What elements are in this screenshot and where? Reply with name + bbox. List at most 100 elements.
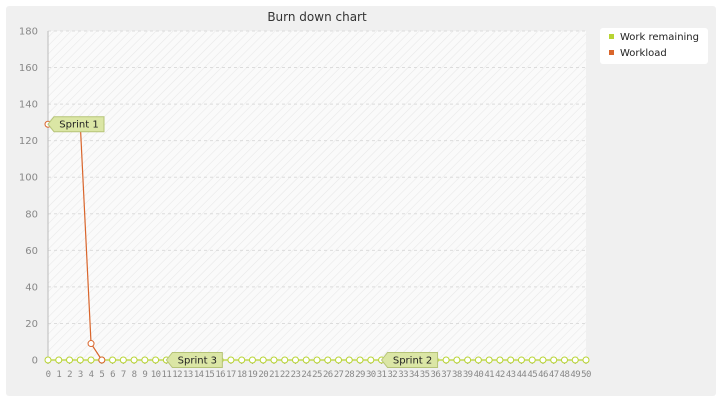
- data-point-work-remaining-38: [453, 356, 461, 364]
- data-point-workload-5: [98, 356, 106, 364]
- annotation-label-sprint-2: Sprint 2: [393, 356, 432, 367]
- x-tick-label-0: 0: [46, 370, 51, 380]
- annotation-label-sprint-1: Sprint 1: [59, 120, 98, 131]
- legend-label-work-remaining: Work remaining: [620, 32, 699, 43]
- data-point-work-remaining-21: [270, 356, 278, 364]
- annotation-callout-sprint-3: [165, 352, 223, 368]
- x-tick-label-4: 4: [89, 370, 94, 380]
- x-tick-label-16: 16: [215, 370, 225, 380]
- y-tick-label-0: 0: [32, 356, 38, 367]
- y-tick-label-40: 40: [25, 282, 38, 293]
- x-tick-label-47: 47: [549, 370, 559, 380]
- x-tick-label-19: 19: [248, 370, 258, 380]
- data-point-work-remaining-8: [130, 356, 138, 364]
- annotation-callout-sprint-1: [47, 116, 105, 133]
- x-tick-label-35: 35: [420, 370, 430, 380]
- annotation-callout-sprint-2: [380, 352, 439, 368]
- data-point-work-remaining-10: [152, 356, 160, 364]
- chart-legend: Work remaining Workload: [600, 28, 708, 64]
- data-point-work-remaining-46: [539, 356, 547, 364]
- x-tick-label-12: 12: [172, 370, 182, 380]
- data-point-work-remaining-27: [335, 356, 343, 364]
- x-tick-label-14: 14: [194, 370, 204, 380]
- y-tick-label-20: 20: [25, 319, 38, 330]
- y-tick-label-140: 140: [19, 100, 38, 111]
- x-tick-label-6: 6: [110, 370, 115, 380]
- x-tick-label-28: 28: [344, 370, 354, 380]
- x-tick-label-41: 41: [484, 370, 494, 380]
- y-tick-label-100: 100: [19, 173, 38, 184]
- x-tick-label-17: 17: [226, 370, 236, 380]
- x-tick-label-15: 15: [205, 370, 215, 380]
- data-point-work-remaining-44: [517, 356, 525, 364]
- x-tick-label-42: 42: [495, 370, 505, 380]
- x-tick-label-21: 21: [269, 370, 279, 380]
- x-tick-label-2: 2: [67, 370, 72, 380]
- data-point-workload-4: [87, 340, 95, 348]
- x-tick-label-13: 13: [183, 370, 193, 380]
- x-tick-label-48: 48: [560, 370, 570, 380]
- x-tick-label-40: 40: [474, 370, 484, 380]
- data-point-work-remaining-29: [356, 356, 364, 364]
- data-point-work-remaining-9: [141, 356, 149, 364]
- x-tick-label-50: 50: [581, 370, 591, 380]
- legend-label-workload: Workload: [620, 48, 667, 59]
- x-tick-label-1: 1: [56, 370, 61, 380]
- plot-area-hatch: [48, 31, 586, 360]
- x-tick-label-23: 23: [291, 370, 301, 380]
- data-point-work-remaining-18: [238, 356, 246, 364]
- x-tick-label-45: 45: [527, 370, 537, 380]
- data-point-work-remaining-45: [528, 356, 536, 364]
- x-tick-label-37: 37: [441, 370, 451, 380]
- y-tick-label-60: 60: [25, 246, 38, 257]
- x-tick-label-8: 8: [132, 370, 137, 380]
- data-point-work-remaining-42: [496, 356, 504, 364]
- x-tick-label-49: 49: [570, 370, 580, 380]
- data-point-work-remaining-3: [76, 356, 84, 364]
- x-tick-label-7: 7: [121, 370, 126, 380]
- annotation-sprint-1: Sprint 1: [47, 116, 105, 133]
- y-tick-label-160: 160: [19, 63, 38, 74]
- annotation-sprint-3: Sprint 3: [165, 352, 223, 368]
- x-tick-label-33: 33: [398, 370, 408, 380]
- data-point-work-remaining-28: [345, 356, 353, 364]
- y-tick-label-180: 180: [19, 27, 38, 38]
- x-tick-label-25: 25: [312, 370, 322, 380]
- data-point-work-remaining-2: [66, 356, 74, 364]
- data-point-work-remaining-0: [44, 356, 52, 364]
- data-point-work-remaining-47: [550, 356, 558, 364]
- x-tick-label-29: 29: [355, 370, 365, 380]
- data-point-work-remaining-26: [324, 356, 332, 364]
- x-tick-label-18: 18: [237, 370, 247, 380]
- x-tick-label-11: 11: [162, 370, 172, 380]
- x-tick-label-26: 26: [323, 370, 333, 380]
- data-point-work-remaining-43: [507, 356, 515, 364]
- x-tick-label-3: 3: [78, 370, 83, 380]
- x-tick-label-44: 44: [517, 370, 527, 380]
- legend-swatch-work-remaining: [609, 34, 614, 39]
- x-tick-label-20: 20: [258, 370, 268, 380]
- legend-item-work-remaining[interactable]: Work remaining: [609, 31, 699, 45]
- x-tick-label-22: 22: [280, 370, 290, 380]
- x-tick-label-31: 31: [377, 370, 387, 380]
- data-point-work-remaining-41: [485, 356, 493, 364]
- data-point-work-remaining-40: [474, 356, 482, 364]
- x-tick-label-9: 9: [142, 370, 147, 380]
- x-tick-label-34: 34: [409, 370, 419, 380]
- legend-item-workload[interactable]: Workload: [609, 47, 667, 61]
- x-tick-label-46: 46: [538, 370, 548, 380]
- legend-swatch-workload: [609, 50, 614, 55]
- x-tick-label-32: 32: [387, 370, 397, 380]
- x-tick-label-24: 24: [301, 370, 311, 380]
- data-point-work-remaining-20: [259, 356, 267, 364]
- y-tick-label-80: 80: [25, 209, 38, 220]
- data-point-work-remaining-37: [442, 356, 450, 364]
- data-point-work-remaining-24: [302, 356, 310, 364]
- data-point-work-remaining-19: [248, 356, 256, 364]
- data-point-work-remaining-49: [571, 356, 579, 364]
- data-point-work-remaining-23: [291, 356, 299, 364]
- x-tick-label-38: 38: [452, 370, 462, 380]
- data-point-work-remaining-39: [464, 356, 472, 364]
- x-tick-label-10: 10: [151, 370, 161, 380]
